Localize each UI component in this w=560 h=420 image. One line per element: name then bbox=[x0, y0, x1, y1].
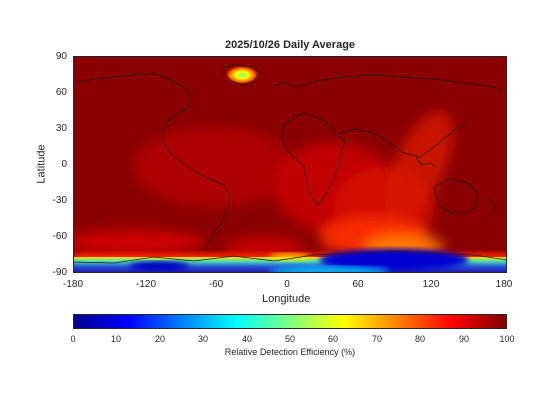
colorbar-tick-label: 80 bbox=[414, 334, 425, 344]
x-tick-label: 60 bbox=[352, 279, 364, 290]
colorbar bbox=[73, 314, 507, 329]
x-tick-label: -60 bbox=[208, 279, 224, 290]
x-tick-label: -120 bbox=[135, 279, 156, 290]
greenland-coast bbox=[223, 64, 261, 86]
map-title: 2025/10/26 Daily Average bbox=[224, 39, 356, 51]
colorbar-tick-label: 100 bbox=[499, 334, 515, 344]
colorbar-tick-label: 60 bbox=[327, 334, 338, 344]
x-tick-label: 120 bbox=[422, 279, 440, 290]
y-tick-label: 0 bbox=[61, 159, 67, 170]
y-tick-label: -30 bbox=[52, 195, 67, 206]
new-zealand-coast bbox=[488, 196, 497, 218]
y-tick-label: -90 bbox=[52, 267, 67, 278]
south-america-coast bbox=[197, 172, 231, 248]
greenland-low-efficiency bbox=[224, 65, 260, 85]
y-axis-label: Latitude bbox=[35, 144, 48, 184]
eurasia-north-coast bbox=[273, 74, 505, 92]
colorbar-tick-label: 70 bbox=[371, 334, 382, 344]
colorbar-tick-label: 90 bbox=[458, 334, 469, 344]
y-tick-label: 60 bbox=[55, 87, 67, 98]
colorbar-tick-label: 50 bbox=[284, 334, 295, 344]
efficiency-map-svg bbox=[74, 57, 506, 272]
colorbar-tick-label: 10 bbox=[110, 334, 121, 344]
colorbar-tick-label: 30 bbox=[197, 334, 208, 344]
y-tick-label: 90 bbox=[55, 51, 67, 62]
y-tick-label: -60 bbox=[52, 231, 67, 242]
colorbar-tick-label: 0 bbox=[70, 334, 76, 344]
x-tick-label: 180 bbox=[495, 279, 513, 290]
x-tick-label: 0 bbox=[284, 279, 290, 290]
efficiency-field-tropics bbox=[74, 111, 454, 259]
asia-south-coast bbox=[339, 122, 467, 158]
x-axis-label: Longitude bbox=[262, 293, 311, 305]
colorbar-tick-label: 20 bbox=[154, 334, 165, 344]
southeast-asia-islands bbox=[415, 156, 437, 168]
colorbar-label: Relative Detection Efficiency (%) bbox=[224, 347, 356, 357]
colorbar-tick-label: 40 bbox=[241, 334, 252, 344]
africa-coast bbox=[281, 112, 347, 206]
x-tick-label: -180 bbox=[62, 279, 83, 290]
antarctica-coast bbox=[74, 250, 506, 264]
antarctic-low-efficiency bbox=[74, 249, 506, 272]
efficiency-map bbox=[73, 56, 507, 273]
north-america-coast bbox=[77, 72, 199, 174]
australia-coast bbox=[433, 178, 479, 214]
coastlines bbox=[74, 64, 506, 264]
y-tick-label: 30 bbox=[55, 123, 67, 134]
